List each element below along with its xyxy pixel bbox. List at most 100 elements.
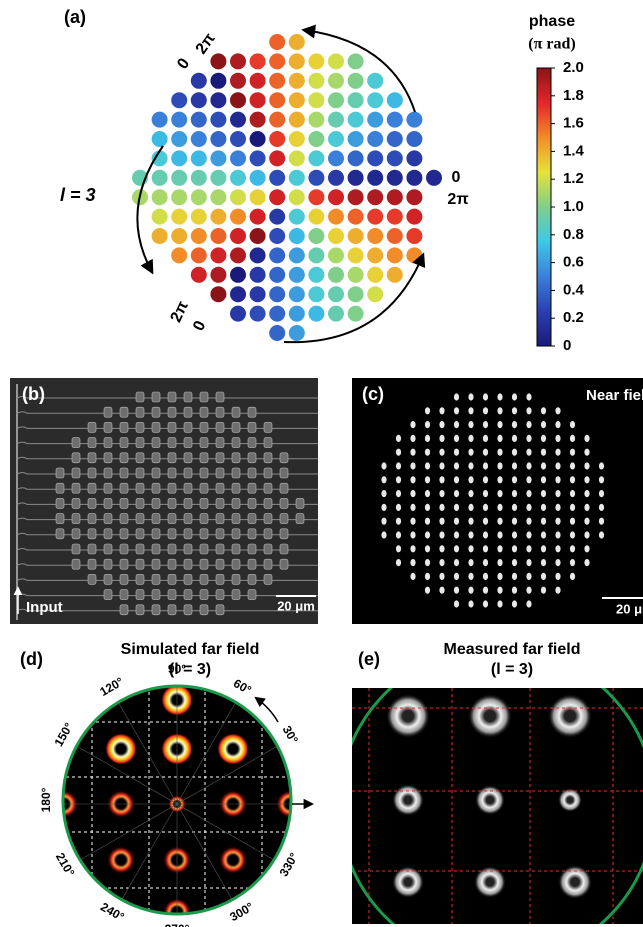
measured-spot <box>558 788 582 812</box>
near-field-spot <box>497 393 502 400</box>
nano-antenna <box>200 422 208 432</box>
near-field-spot <box>483 421 488 428</box>
phase-dot <box>348 170 364 186</box>
nano-antenna <box>264 498 272 508</box>
nano-antenna <box>216 559 224 569</box>
phase-dot <box>406 228 422 244</box>
phase-dot <box>328 112 344 128</box>
near-field-spot <box>570 518 575 525</box>
phase-dot <box>289 189 305 205</box>
nano-antenna <box>216 544 224 554</box>
near-field-spot <box>526 421 531 428</box>
nano-antenna <box>200 453 208 463</box>
phase-dot <box>152 112 168 128</box>
near-field-spot <box>599 518 604 525</box>
phase-dot <box>230 150 246 166</box>
near-field-spot <box>425 587 430 594</box>
panel-label: (e) <box>358 649 380 669</box>
phase-dot <box>367 267 383 283</box>
phase-dot <box>210 286 226 302</box>
phase-dot <box>348 150 364 166</box>
nano-antenna <box>168 498 176 508</box>
near-field-spot <box>483 600 488 607</box>
phase-dot <box>289 53 305 69</box>
nano-antenna <box>216 453 224 463</box>
near-field-spot <box>497 476 502 483</box>
phase-dot <box>348 247 364 263</box>
nano-antenna <box>232 498 240 508</box>
nano-antenna <box>88 453 96 463</box>
near-field-spot <box>497 462 502 469</box>
near-field-spot <box>439 449 444 456</box>
scale-label: 20 μm <box>616 601 643 616</box>
panel-title: Simulated far field <box>121 641 260 658</box>
nano-antenna <box>104 514 112 524</box>
phase-dot <box>250 247 266 263</box>
near-field-spot <box>381 531 386 538</box>
phase-dot <box>348 112 364 128</box>
near-field-spot <box>584 476 589 483</box>
nano-antenna <box>72 468 80 478</box>
angle-label: 30° <box>280 723 301 746</box>
near-field-spot <box>396 435 401 442</box>
near-field-spot <box>425 518 430 525</box>
nano-antenna <box>136 559 144 569</box>
panel-label: (b) <box>22 384 45 404</box>
phase-dot <box>387 92 403 108</box>
nano-antenna <box>200 468 208 478</box>
phase-dot <box>230 53 246 69</box>
nano-antenna <box>136 453 144 463</box>
colorbar-tick-label: 1.4 <box>563 142 585 159</box>
near-field-spot <box>584 518 589 525</box>
nano-antenna <box>168 422 176 432</box>
nano-antenna <box>232 559 240 569</box>
near-field-spot <box>541 407 546 414</box>
near-field-spot <box>483 435 488 442</box>
nano-antenna <box>120 574 128 584</box>
nano-antenna <box>104 498 112 508</box>
nano-antenna <box>136 514 144 524</box>
nano-antenna <box>152 590 160 600</box>
nano-antenna <box>216 468 224 478</box>
near-field-spot <box>541 504 546 511</box>
nano-antenna <box>72 559 80 569</box>
nano-antenna <box>216 590 224 600</box>
near-field-spot <box>555 435 560 442</box>
nano-antenna <box>104 559 112 569</box>
panel-subtitle: (l = 3) <box>491 661 533 678</box>
measured-spot <box>558 865 592 899</box>
phase-dot <box>269 228 285 244</box>
measured-spot <box>475 785 505 815</box>
near-field-spot <box>454 518 459 525</box>
near-field-spot <box>454 462 459 469</box>
near-field-spot <box>570 476 575 483</box>
near-field-spot <box>599 531 604 538</box>
edge-label: 0 <box>452 169 461 186</box>
near-field-spot <box>584 435 589 442</box>
near-field-spot <box>570 545 575 552</box>
panel-label: (a) <box>64 7 86 27</box>
phase-dot <box>230 92 246 108</box>
nano-antenna <box>200 529 208 539</box>
near-field-spot <box>599 462 604 469</box>
phase-dot <box>308 150 324 166</box>
near-field-spot <box>468 435 473 442</box>
near-field-spot <box>570 573 575 580</box>
nano-antenna <box>88 422 96 432</box>
nano-antenna <box>216 529 224 539</box>
near-field-spot <box>512 435 517 442</box>
nano-antenna <box>120 498 128 508</box>
colorbar-tick-label: 1.2 <box>563 170 584 187</box>
angle-label: 180° <box>39 787 53 812</box>
phase-dot <box>387 150 403 166</box>
nano-antenna <box>120 438 128 448</box>
near-field-spot <box>439 462 444 469</box>
phase-dot <box>367 286 383 302</box>
near-field-spot <box>468 421 473 428</box>
nano-antenna <box>72 438 80 448</box>
phase-dot <box>308 53 324 69</box>
phase-dot <box>210 228 226 244</box>
phase-dot <box>348 189 364 205</box>
phase-dot <box>210 131 226 147</box>
colorbar-tick-label: 0.6 <box>563 254 584 271</box>
